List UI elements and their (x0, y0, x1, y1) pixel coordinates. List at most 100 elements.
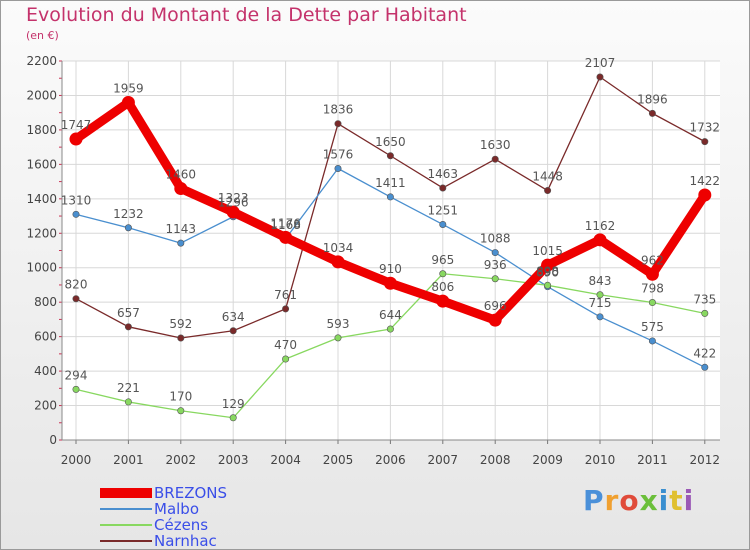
data-label-narnhac: 761 (274, 288, 297, 302)
data-label-narnhac: 592 (169, 317, 192, 331)
data-point-brezons (121, 96, 135, 110)
data-point-narnhac (334, 120, 342, 128)
data-label-cezens: 735 (693, 292, 716, 306)
x-tick-label: 2006 (375, 453, 406, 467)
data-point-cezens (491, 275, 499, 283)
data-point-malbo (72, 210, 80, 218)
data-point-brezons (541, 258, 555, 272)
data-point-brezons (698, 188, 712, 202)
data-point-brezons (645, 267, 659, 281)
data-label-narnhac: 1836 (323, 103, 354, 117)
data-label-brezons: 1460 (166, 167, 197, 181)
data-label-narnhac: 634 (222, 310, 245, 324)
data-label-malbo: 1168 (270, 218, 301, 232)
data-point-narnhac (491, 155, 499, 163)
legend-label-narnhac: Narnhac (154, 532, 217, 550)
data-label-cezens: 644 (379, 308, 402, 322)
data-label-narnhac: 1448 (532, 170, 563, 184)
y-tick-label: 200 (34, 399, 57, 413)
data-label-cezens: 798 (641, 282, 664, 296)
data-label-brezons: 1015 (532, 244, 563, 258)
data-point-brezons (226, 205, 240, 219)
data-point-cezens (386, 325, 394, 333)
data-point-malbo (124, 224, 132, 232)
legend-swatch-cezens (100, 524, 152, 526)
data-label-brezons: 1747 (61, 118, 92, 132)
data-point-malbo (491, 249, 499, 257)
data-point-narnhac (282, 305, 290, 313)
x-tick-label: 2011 (637, 453, 668, 467)
logo-letter: i (658, 484, 670, 517)
data-label-malbo: 1576 (323, 147, 354, 161)
data-label-cezens: 593 (327, 317, 350, 331)
data-point-narnhac (72, 295, 80, 303)
data-point-narnhac (124, 323, 132, 331)
data-label-brezons: 696 (484, 299, 507, 313)
data-label-malbo: 1411 (375, 176, 406, 190)
legend-swatch-narnhac (100, 540, 152, 542)
data-point-malbo (596, 313, 604, 321)
data-point-narnhac (386, 152, 394, 160)
data-point-malbo (701, 363, 709, 371)
data-label-cezens: 965 (431, 253, 454, 267)
data-label-cezens: 470 (274, 338, 297, 352)
data-label-malbo: 1251 (428, 203, 459, 217)
data-label-malbo: 422 (693, 346, 716, 360)
data-label-brezons: 910 (379, 262, 402, 276)
data-label-cezens: 170 (169, 390, 192, 404)
x-tick-label: 2000 (61, 453, 92, 467)
data-label-cezens: 843 (589, 274, 612, 288)
data-label-narnhac: 657 (117, 306, 140, 320)
data-point-cezens (701, 309, 709, 317)
data-point-cezens (596, 291, 604, 299)
legend-label-cezens: Cézens (154, 516, 209, 534)
data-point-malbo (334, 164, 342, 172)
data-point-cezens (282, 355, 290, 363)
data-point-brezons (488, 313, 502, 327)
data-point-narnhac (701, 138, 709, 146)
logo-letter: i (683, 484, 695, 517)
data-point-narnhac (439, 184, 447, 192)
data-label-cezens: 129 (222, 397, 245, 411)
data-point-narnhac (177, 334, 185, 342)
logo-letter: o (619, 484, 640, 517)
legend-label-malbo: Malbo (154, 500, 199, 518)
data-label-narnhac: 820 (65, 278, 88, 292)
data-label-narnhac: 1630 (480, 138, 511, 152)
data-point-brezons (383, 276, 397, 290)
data-point-malbo (439, 220, 447, 228)
data-label-malbo: 1296 (218, 196, 249, 210)
data-label-brezons: 962 (641, 253, 664, 267)
x-tick-label: 2009 (532, 453, 563, 467)
data-point-cezens (72, 385, 80, 393)
data-point-brezons (69, 132, 83, 146)
logo-letter: r (604, 484, 620, 517)
x-tick-label: 2005 (323, 453, 354, 467)
y-tick-label: 400 (34, 364, 57, 378)
data-label-brezons: 1959 (113, 82, 144, 96)
y-tick-label: 2000 (26, 88, 57, 102)
x-tick-label: 2007 (428, 453, 459, 467)
data-point-narnhac (544, 187, 552, 195)
data-label-cezens: 936 (484, 258, 507, 272)
x-tick-label: 2003 (218, 453, 249, 467)
data-point-malbo (177, 239, 185, 247)
legend-swatch-brezons (100, 488, 152, 498)
data-point-narnhac (596, 73, 604, 81)
data-label-brezons: 1162 (585, 219, 616, 233)
data-label-brezons: 1176 (270, 216, 301, 230)
data-point-brezons (331, 255, 345, 269)
logo-letter: x (639, 484, 659, 517)
x-tick-label: 2002 (166, 453, 197, 467)
y-tick-label: 2200 (26, 54, 57, 68)
data-label-brezons: 806 (431, 280, 454, 294)
x-tick-label: 2001 (113, 453, 144, 467)
data-label-brezons: 1034 (323, 241, 354, 255)
data-point-brezons (593, 233, 607, 247)
data-point-malbo (648, 337, 656, 345)
y-tick-label: 600 (34, 330, 57, 344)
logo-letter: P (583, 484, 605, 517)
data-label-cezens: 898 (536, 264, 559, 278)
data-point-cezens (544, 281, 552, 289)
data-label-malbo: 890 (536, 266, 559, 280)
